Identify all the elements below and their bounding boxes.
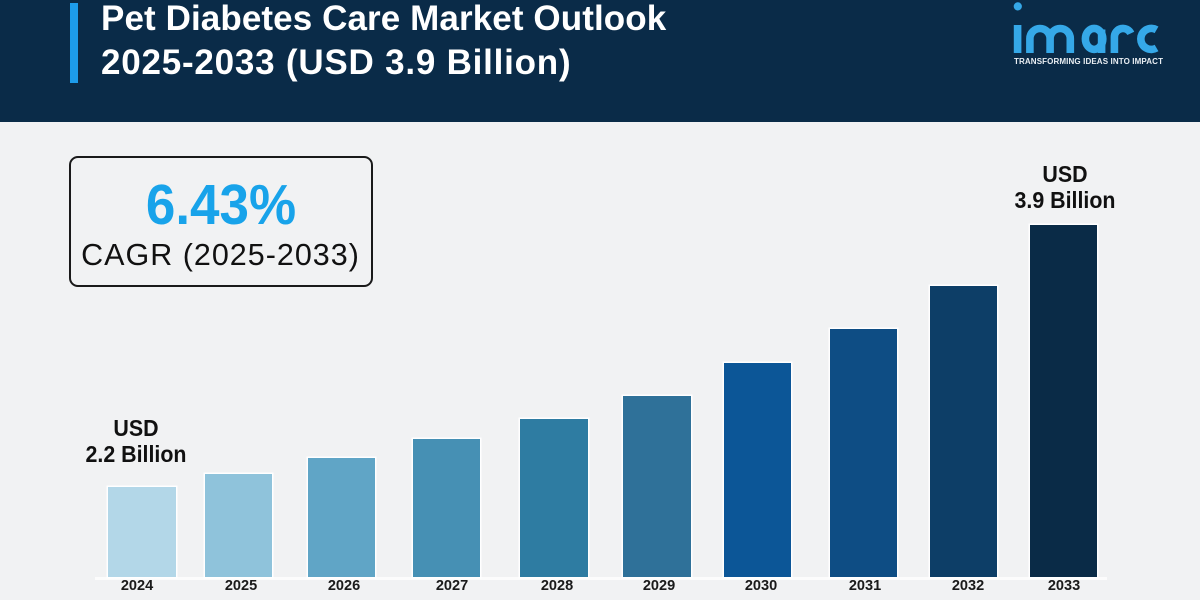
svg-text:TRANSFORMING IDEAS INTO IMPACT: TRANSFORMING IDEAS INTO IMPACT (1014, 57, 1163, 66)
